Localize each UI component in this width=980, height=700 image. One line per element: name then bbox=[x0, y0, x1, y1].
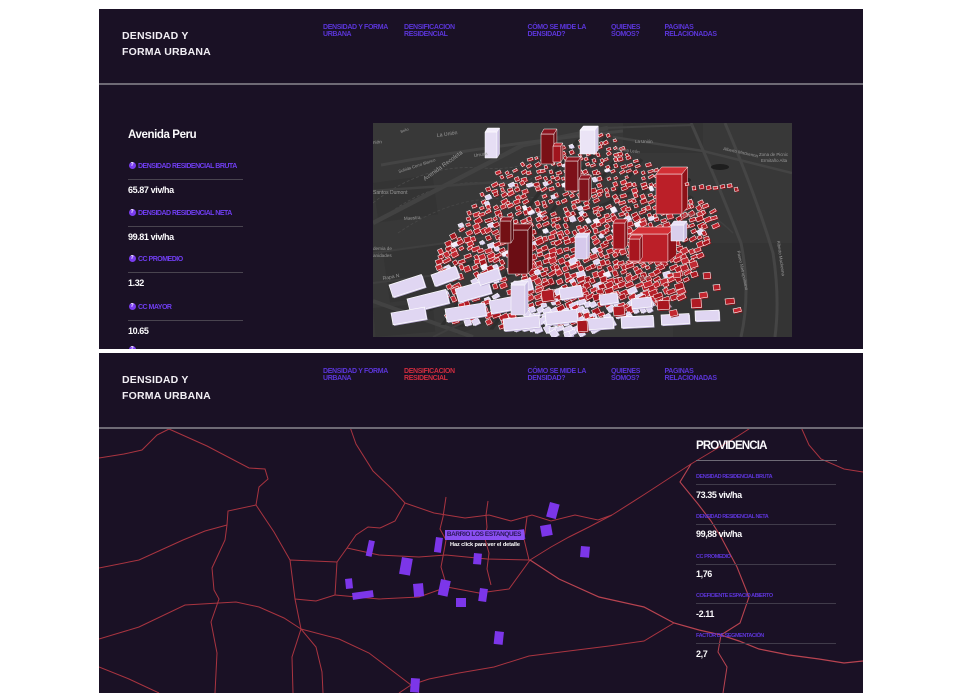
svg-text:Zona de Picnic: Zona de Picnic bbox=[759, 152, 789, 157]
svg-text:nión: nión bbox=[373, 139, 383, 146]
svg-text:Rapa N: Rapa N bbox=[382, 273, 400, 282]
svg-text:Maestra: Maestra bbox=[404, 215, 421, 221]
svg-text:Urrutia: Urrutia bbox=[473, 151, 488, 158]
svg-text:Bello: Bello bbox=[400, 127, 409, 134]
svg-text:Alberto Mackenna: Alberto Mackenna bbox=[776, 240, 786, 276]
svg-text:demia de: demia de bbox=[373, 246, 392, 251]
svg-text:La Unión: La Unión bbox=[436, 130, 458, 139]
svg-text:Ermitaño Alta: Ermitaño Alta bbox=[761, 158, 788, 163]
svg-text:La Unión: La Unión bbox=[635, 139, 653, 144]
svg-text:Delfina León: Delfina León bbox=[615, 146, 641, 154]
svg-text:Rapa: Rapa bbox=[638, 274, 650, 281]
svg-text:anidades: anidades bbox=[373, 253, 392, 258]
svg-text:Dumont: Dumont bbox=[681, 212, 699, 219]
svg-text:Santos Dumont: Santos Dumont bbox=[373, 190, 408, 196]
